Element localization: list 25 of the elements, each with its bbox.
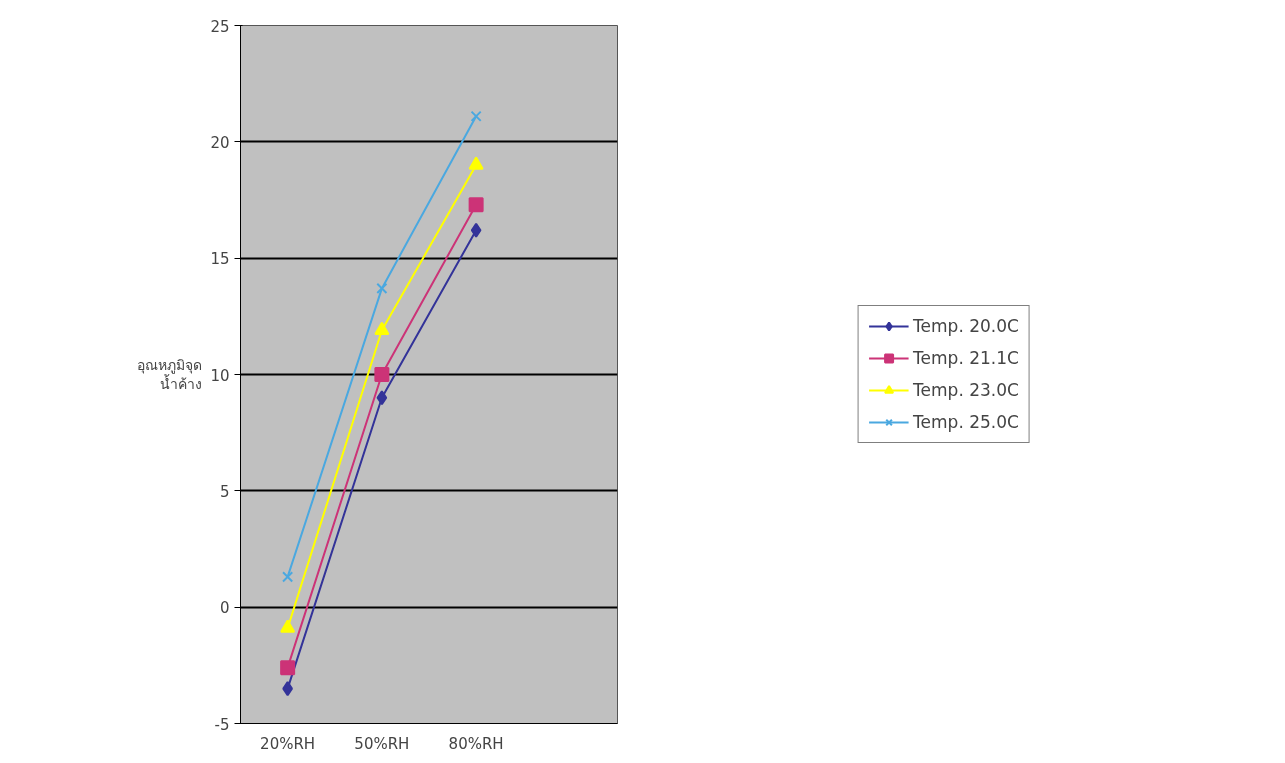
legend-label: Temp. 25.0C xyxy=(913,412,1019,432)
legend-label: Temp. 23.0C xyxy=(913,380,1019,400)
y-tick-label: 15 xyxy=(210,250,230,269)
point xyxy=(376,390,388,406)
y-tick-label: 25 xyxy=(210,17,230,36)
x-tick-label: 50%RH xyxy=(354,734,410,753)
legend-label: Temp. 21.1C xyxy=(913,348,1019,368)
point xyxy=(374,321,390,336)
point xyxy=(282,571,294,583)
point xyxy=(470,110,482,122)
y-tick-label: -5 xyxy=(214,715,230,734)
legend-label: Temp. 20.0C xyxy=(913,316,1019,336)
x-tick-label: 20%RH xyxy=(260,734,316,753)
point xyxy=(468,197,484,213)
point xyxy=(374,367,390,382)
point xyxy=(468,156,484,170)
x-tick-label: 80%RH xyxy=(448,734,504,753)
y-tick-label: 0 xyxy=(219,599,230,618)
y-tick-label: 10 xyxy=(210,366,230,385)
point xyxy=(280,660,296,676)
point xyxy=(470,222,482,238)
y-axis-title: อุณหภูมิจุด น้ำค้าง xyxy=(137,356,203,393)
y-tick-label: 20 xyxy=(210,133,230,152)
point xyxy=(376,282,388,295)
y-tick-label: 5 xyxy=(219,482,230,501)
